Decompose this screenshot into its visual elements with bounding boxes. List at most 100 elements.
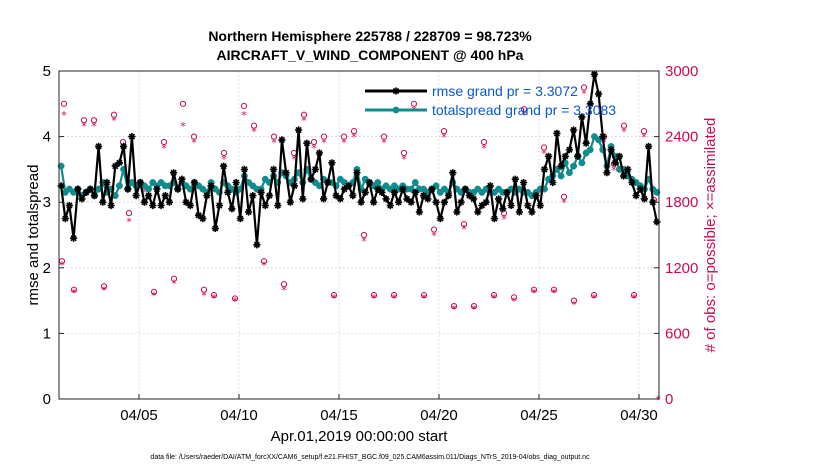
obs-assimilated-point: * bbox=[581, 87, 587, 100]
rmse-point-core bbox=[613, 161, 618, 165]
spread-point bbox=[565, 169, 573, 177]
obs-assimilated-point: * bbox=[151, 290, 157, 303]
spread-point bbox=[411, 179, 419, 186]
rmse-point bbox=[303, 139, 311, 147]
rmse-point-core bbox=[234, 180, 238, 185]
obs-possible-point bbox=[310, 138, 318, 146]
rmse-point bbox=[307, 175, 315, 183]
rmse-point bbox=[265, 192, 273, 200]
rmse-point bbox=[461, 185, 469, 193]
rmse-point bbox=[215, 201, 223, 210]
rmse-point-core bbox=[263, 203, 268, 208]
legend-spread-label: totalspread grand pr = 3.3083 bbox=[432, 102, 616, 118]
rmse-point-core bbox=[555, 131, 559, 136]
rmse-point bbox=[632, 192, 640, 200]
rmse-point-glyph bbox=[245, 208, 253, 216]
rmse-point bbox=[145, 192, 153, 200]
x-tick-label: 04/15 bbox=[320, 407, 358, 424]
obs-assimilated-point: * bbox=[211, 292, 217, 305]
rmse-point-core bbox=[159, 203, 163, 208]
rmse-point-core bbox=[205, 193, 209, 198]
rmse-point-core bbox=[538, 203, 543, 208]
rmse-point-core bbox=[471, 197, 476, 201]
rmse-point bbox=[115, 159, 124, 167]
rmse-point-core bbox=[292, 184, 297, 188]
y-left-tick-label: 3 bbox=[43, 194, 51, 211]
rmse-point-core bbox=[71, 236, 76, 241]
rmse-point-core bbox=[338, 197, 343, 201]
rmse-point bbox=[557, 162, 565, 170]
rmse-point-core bbox=[396, 200, 401, 204]
obs-assimilated-point: * bbox=[571, 298, 577, 311]
plot-background bbox=[59, 71, 659, 399]
rmse-point-core bbox=[626, 167, 630, 172]
obs-assimilated-point: * bbox=[221, 153, 227, 166]
obs-possible-point bbox=[470, 302, 478, 310]
rmse-point-core bbox=[634, 193, 638, 198]
obs-assimilated-point: * bbox=[341, 137, 347, 150]
rmse-point-core bbox=[101, 200, 105, 204]
rmse-point bbox=[278, 136, 286, 144]
rmse-point-core bbox=[134, 193, 138, 198]
obs-possible-point bbox=[150, 288, 158, 295]
rmse-point-core bbox=[296, 128, 301, 132]
rmse-point bbox=[470, 195, 478, 203]
rmse-point-core bbox=[326, 180, 330, 185]
obs-possible-point bbox=[370, 292, 378, 299]
rmse-point bbox=[440, 198, 448, 206]
rmse-point-core bbox=[567, 147, 572, 152]
obs-possible-point bbox=[640, 128, 648, 135]
rmse-point-glyph bbox=[69, 234, 78, 242]
rmse-point-core bbox=[492, 216, 497, 221]
obs-assimilated-point: * bbox=[631, 292, 637, 305]
obs-assimilated-point: * bbox=[271, 137, 277, 150]
rmse-point bbox=[136, 178, 144, 187]
obs-possible-point bbox=[620, 122, 628, 129]
rmse-point-core bbox=[155, 187, 159, 191]
x-tick-label: 04/30 bbox=[620, 407, 658, 424]
rmse-point bbox=[586, 100, 594, 108]
legend-spread-marker bbox=[392, 106, 400, 114]
rmse-point bbox=[457, 198, 465, 206]
rmse-point bbox=[445, 192, 453, 200]
obs-assimilated-point: * bbox=[126, 215, 132, 228]
rmse-point bbox=[240, 165, 248, 173]
obs-assimilated-point: * bbox=[401, 153, 407, 166]
rmse-point-glyph bbox=[174, 185, 182, 193]
obs-possible-point bbox=[380, 133, 388, 140]
x-tick-label: 04/20 bbox=[420, 407, 458, 424]
rmse-point bbox=[111, 162, 119, 170]
rmse-point-core bbox=[142, 200, 147, 204]
rmse-point bbox=[357, 198, 365, 206]
rmse-point bbox=[174, 185, 182, 193]
rmse-point-core bbox=[584, 141, 588, 145]
rmse-point-glyph bbox=[186, 201, 194, 210]
rmse-point bbox=[94, 142, 103, 150]
rmse-point bbox=[644, 142, 653, 150]
rmse-point bbox=[90, 192, 99, 200]
rmse-point bbox=[490, 215, 498, 223]
obs-possible-point bbox=[550, 286, 558, 293]
obs-assimilated-point: * bbox=[611, 164, 617, 177]
obs-assimilated-point: * bbox=[81, 120, 87, 133]
rmse-point-core bbox=[630, 180, 634, 185]
rmse-point bbox=[590, 70, 599, 78]
rmse-point bbox=[615, 152, 624, 160]
rmse-point-core bbox=[301, 197, 305, 201]
obs-assimilated-point: * bbox=[551, 286, 557, 299]
rmse-point-core bbox=[113, 164, 118, 168]
rmse-point bbox=[78, 195, 86, 203]
legend: rmse grand pr = 3.3072 totalspread grand… bbox=[365, 83, 616, 118]
rmse-point bbox=[74, 185, 82, 193]
obs-assimilated-point: * bbox=[391, 292, 397, 305]
rmse-point bbox=[361, 188, 369, 196]
y-right-tick-label: 1200 bbox=[665, 260, 698, 277]
obs-assimilated-point: * bbox=[180, 120, 186, 133]
obs-possible-point bbox=[510, 294, 518, 301]
rmse-point-core bbox=[330, 161, 334, 165]
obs-assimilated-point: * bbox=[561, 197, 567, 210]
obs-possible-point bbox=[70, 286, 78, 293]
rmse-point-core bbox=[117, 161, 122, 165]
spread-point bbox=[586, 146, 594, 154]
rmse-point bbox=[599, 133, 607, 141]
